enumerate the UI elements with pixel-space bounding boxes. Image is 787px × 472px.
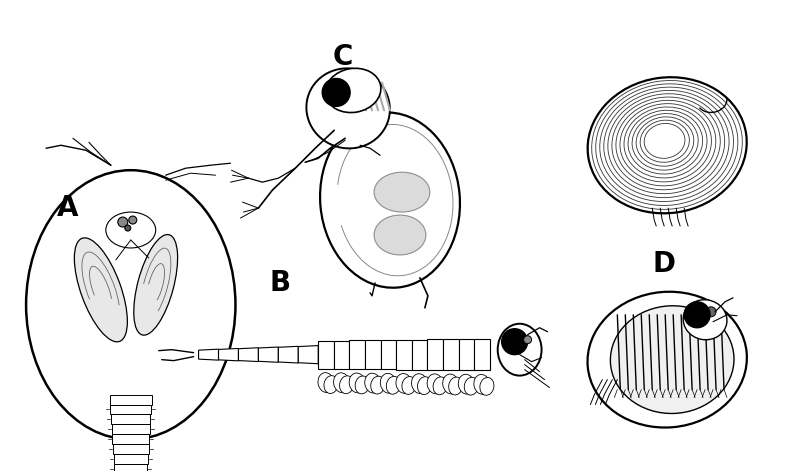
Ellipse shape (339, 376, 353, 394)
Ellipse shape (134, 235, 178, 335)
Ellipse shape (306, 68, 390, 148)
Polygon shape (258, 347, 279, 362)
Ellipse shape (684, 302, 710, 328)
Bar (110, 395, 152, 405)
Ellipse shape (26, 170, 235, 439)
Ellipse shape (105, 212, 156, 248)
Ellipse shape (349, 373, 365, 393)
Ellipse shape (464, 377, 478, 395)
Text: D: D (652, 250, 676, 278)
Bar (111, 414, 150, 424)
Ellipse shape (125, 225, 131, 231)
Ellipse shape (706, 307, 716, 317)
Ellipse shape (129, 216, 137, 224)
Ellipse shape (588, 292, 747, 428)
Polygon shape (427, 339, 443, 370)
Polygon shape (219, 348, 238, 361)
Ellipse shape (449, 377, 463, 395)
Ellipse shape (412, 374, 427, 394)
Ellipse shape (417, 377, 431, 395)
Bar (113, 455, 148, 464)
Polygon shape (279, 346, 298, 363)
Ellipse shape (334, 373, 349, 393)
Polygon shape (459, 339, 474, 370)
Ellipse shape (355, 376, 369, 394)
Ellipse shape (427, 374, 443, 394)
Ellipse shape (386, 376, 401, 394)
Ellipse shape (371, 376, 385, 394)
Ellipse shape (320, 112, 460, 288)
Ellipse shape (501, 329, 527, 354)
Ellipse shape (322, 78, 350, 106)
Ellipse shape (364, 373, 381, 393)
Polygon shape (298, 346, 318, 364)
Ellipse shape (380, 373, 397, 393)
Ellipse shape (611, 306, 734, 413)
Ellipse shape (683, 300, 727, 340)
Ellipse shape (443, 374, 459, 394)
Ellipse shape (402, 377, 416, 395)
Ellipse shape (588, 77, 747, 213)
Ellipse shape (396, 373, 412, 393)
Ellipse shape (74, 238, 127, 342)
Bar (112, 424, 150, 434)
Ellipse shape (374, 172, 430, 212)
Polygon shape (474, 339, 490, 371)
Ellipse shape (324, 376, 338, 394)
Text: A: A (57, 194, 79, 222)
Polygon shape (396, 340, 412, 370)
Ellipse shape (374, 215, 426, 255)
Polygon shape (198, 349, 219, 360)
Text: B: B (269, 269, 290, 297)
Ellipse shape (480, 378, 494, 395)
Polygon shape (238, 348, 258, 362)
Polygon shape (443, 339, 459, 370)
Ellipse shape (474, 374, 490, 394)
Ellipse shape (497, 324, 541, 376)
Ellipse shape (523, 336, 531, 344)
Ellipse shape (318, 373, 334, 393)
Ellipse shape (458, 374, 475, 394)
Bar (113, 444, 149, 455)
Ellipse shape (325, 68, 381, 112)
Bar (114, 464, 147, 472)
Bar (113, 434, 150, 444)
Polygon shape (349, 340, 365, 369)
Polygon shape (365, 340, 381, 369)
Bar (110, 405, 151, 414)
Polygon shape (381, 340, 396, 369)
Ellipse shape (118, 217, 127, 227)
Polygon shape (318, 341, 334, 369)
Polygon shape (334, 340, 349, 369)
Polygon shape (412, 339, 427, 370)
Text: C: C (332, 43, 353, 71)
Ellipse shape (433, 377, 447, 395)
